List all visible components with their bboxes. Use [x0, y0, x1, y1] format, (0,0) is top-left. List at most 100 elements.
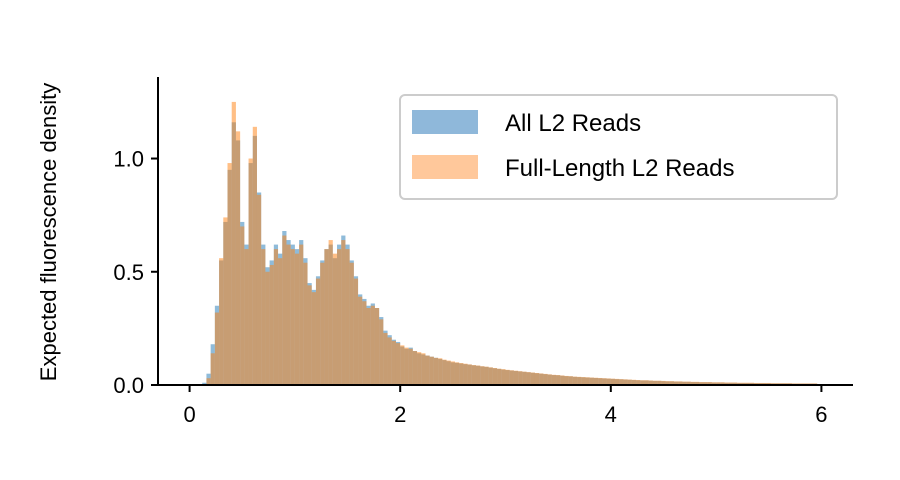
histogram-bar: [374, 308, 380, 385]
histogram-bar: [648, 380, 653, 385]
histogram-bar: [353, 278, 359, 385]
histogram-bar: [273, 249, 279, 385]
histogram-bar: [741, 382, 746, 385]
histogram-bar: [307, 285, 312, 385]
legend-frame: [399, 94, 838, 200]
histogram-bar: [210, 353, 215, 385]
histogram-bar: [433, 357, 439, 385]
histogram-bar: [467, 364, 472, 385]
histogram-bar: [602, 378, 607, 385]
histogram-bar: [762, 382, 767, 385]
x-tick-label: 0: [183, 402, 195, 427]
histogram-bar: [568, 376, 573, 385]
y-axis-label: Expected fluorescence density: [36, 83, 61, 381]
series-full-length-l2-reads: [206, 101, 818, 385]
histogram-bar: [716, 382, 721, 385]
histogram-bar: [695, 381, 700, 385]
histogram-bar: [324, 249, 329, 385]
histogram-bar: [665, 381, 670, 385]
histogram-bar: [206, 378, 211, 385]
histogram-bar: [589, 377, 594, 385]
histogram-bar: [543, 373, 548, 385]
histogram-bar: [429, 356, 434, 385]
histogram-bar: [446, 360, 451, 385]
histogram-bar: [261, 249, 266, 385]
histogram-bar: [438, 358, 443, 385]
histogram-bar: [244, 249, 249, 385]
histogram-bar: [518, 371, 523, 385]
histogram-bar: [690, 381, 696, 385]
histogram-bar: [711, 382, 717, 385]
histogram-bar: [256, 194, 262, 385]
histogram-bar: [366, 308, 371, 385]
histogram-bar: [387, 337, 392, 385]
histogram-bar: [463, 363, 468, 385]
histogram-bar: [412, 351, 418, 385]
histogram-bar: [699, 382, 704, 385]
plot-area: [202, 101, 818, 385]
histogram-bar: [631, 379, 637, 385]
histogram-bar: [497, 368, 502, 385]
histogram-bar: [252, 126, 257, 385]
histogram-bar: [417, 352, 422, 385]
histogram-bar: [501, 369, 506, 385]
legend-label-all-l2-reads: All L2 Reads: [505, 110, 641, 137]
legend-swatch-all-l2-reads: [412, 110, 478, 134]
histogram-bar: [615, 378, 620, 385]
histogram-bar: [606, 378, 611, 385]
histogram-bar: [442, 359, 447, 385]
histogram-bar: [362, 301, 367, 385]
histogram-bar: [547, 374, 552, 385]
histogram-bar: [421, 353, 426, 385]
histogram-bar: [745, 382, 750, 385]
histogram-bar: [311, 292, 316, 385]
histogram-bar: [754, 382, 759, 385]
histogram-bar: [286, 244, 291, 385]
histogram-bar: [480, 366, 485, 385]
histogram-bar: [214, 312, 220, 385]
y-axis-ticks: 0.0 0.5 1.0: [113, 147, 158, 398]
histogram-bar: [564, 375, 569, 385]
y-tick-label: 1.0: [113, 147, 144, 172]
histogram-bar: [636, 380, 641, 385]
histogram-bar: [299, 244, 304, 385]
histogram-bar: [577, 376, 582, 385]
legend-swatch-full-length-l2-reads: [412, 155, 478, 179]
histogram-bar: [231, 101, 236, 385]
histogram-bar: [320, 262, 325, 385]
histogram-bar: [749, 382, 755, 385]
histogram-bar: [459, 363, 464, 385]
histogram-bar: [669, 381, 674, 385]
histogram-bar: [572, 376, 578, 385]
y-tick-label: 0.5: [113, 260, 144, 285]
histogram-bar: [598, 377, 603, 385]
histogram-bar: [484, 366, 489, 385]
histogram-bar: [294, 253, 300, 385]
histogram-bar: [585, 377, 590, 385]
histogram-bar: [526, 372, 531, 385]
histogram-bar: [404, 347, 409, 385]
histogram-bar: [240, 226, 245, 385]
histogram-bar: [758, 382, 763, 385]
histogram-bar: [223, 217, 228, 385]
legend: All L2 Reads Full-Length L2 Reads: [399, 94, 838, 200]
histogram-bar: [332, 253, 338, 385]
histogram-bar: [657, 380, 662, 385]
histogram-bar: [341, 240, 346, 385]
histogram-bar: [408, 348, 413, 385]
histogram-bar: [219, 258, 224, 385]
histogram-bar: [652, 380, 658, 385]
histogram-bar: [737, 382, 742, 385]
histogram-bar: [349, 262, 354, 385]
histogram-bar: [766, 382, 771, 385]
histogram-bar: [707, 382, 712, 385]
histogram-bar: [337, 249, 342, 385]
legend-label-full-length-l2-reads: Full-Length L2 Reads: [505, 155, 734, 182]
histogram-bar: [315, 278, 321, 385]
histogram-bar: [703, 382, 708, 385]
histogram-bar: [581, 377, 586, 385]
histogram-bar: [492, 368, 498, 385]
y-tick-label: 0.0: [113, 373, 144, 398]
histogram-bar: [539, 373, 544, 385]
